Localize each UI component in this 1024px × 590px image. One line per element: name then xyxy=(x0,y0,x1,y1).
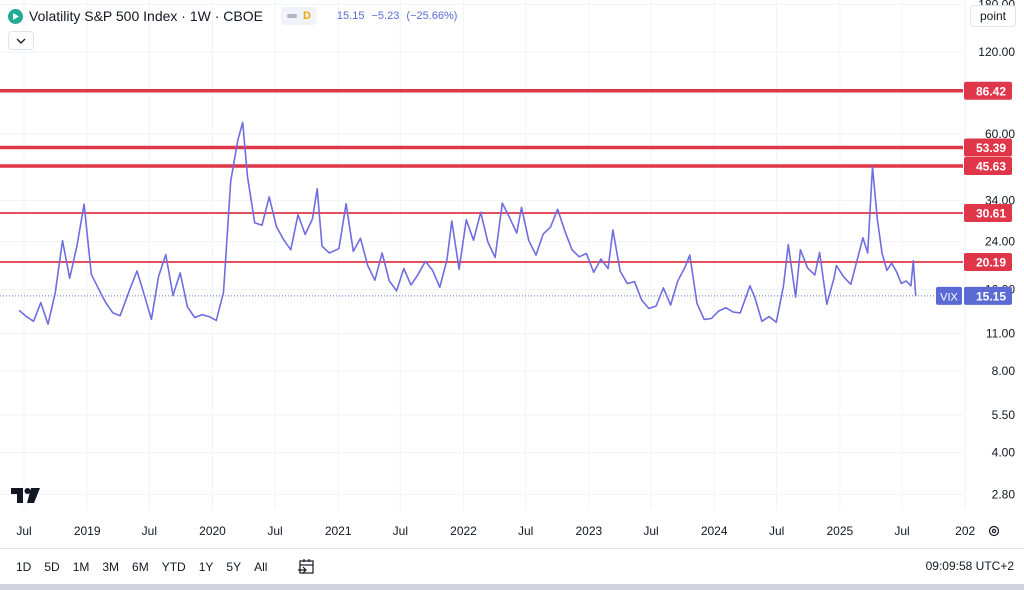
chevron-down-icon xyxy=(16,38,26,44)
last-price-tag xyxy=(964,286,1012,305)
last-price: 15.15 xyxy=(336,10,365,22)
x-tick-label: Jul xyxy=(518,524,533,538)
level-price-tag xyxy=(964,138,1012,157)
range-button-1m[interactable]: 1M xyxy=(72,559,90,574)
tradingview-logo-icon[interactable] xyxy=(11,488,41,508)
exchange-logo-icon xyxy=(8,8,23,24)
range-button-all[interactable]: All xyxy=(254,559,268,574)
x-tick-label: Jul xyxy=(643,524,658,538)
y-tick-label: 24.00 xyxy=(985,235,1015,249)
scale-mode-button[interactable]: point xyxy=(970,5,1016,27)
range-button-5y[interactable]: 5Y xyxy=(226,559,242,574)
symbol-legend: Volatility S&P 500 Index · 1W · CBOE D 1… xyxy=(8,5,461,27)
x-tick-label: 2020 xyxy=(199,524,226,538)
range-button-5d[interactable]: 5D xyxy=(44,559,60,574)
level-price-tag xyxy=(964,156,1012,175)
price-quote: 15.15 −5.23 (−25.66%) xyxy=(337,10,462,22)
x-tick-label: Jul xyxy=(267,524,282,538)
utc-clock[interactable]: 09:09:58 UTC+2 xyxy=(925,559,1014,573)
y-tick-label: 2.80 xyxy=(992,488,1016,502)
x-tick-label: Jul xyxy=(769,524,784,538)
x-tick-label: 2023 xyxy=(575,524,602,538)
range-selector: 1D 5D 1M 3M 6M YTD 1Y 5Y All xyxy=(0,560,267,574)
symbol-tag-label: VIX xyxy=(940,291,958,303)
level-price-label: 45.63 xyxy=(976,159,1006,173)
delayed-badge: D xyxy=(302,10,311,22)
level-price-label: 30.61 xyxy=(976,207,1006,221)
range-button-1d[interactable]: 1D xyxy=(16,559,32,574)
level-price-tag xyxy=(964,204,1012,223)
x-tick-label: 202 xyxy=(955,524,975,538)
range-button-ytd[interactable]: YTD xyxy=(161,559,186,574)
y-tick-label: 5.50 xyxy=(992,408,1016,422)
x-tick-label: Jul xyxy=(142,524,157,538)
settings-gear-icon[interactable] xyxy=(987,524,1001,543)
y-tick-label: 4.00 xyxy=(992,446,1016,460)
range-button-3m[interactable]: 3M xyxy=(102,559,120,574)
last-price-label: 15.15 xyxy=(976,289,1006,303)
bottom-divider xyxy=(0,584,1024,590)
x-tick-label: 2025 xyxy=(826,524,853,538)
level-price-tag xyxy=(964,81,1012,100)
price-change: −5.23 xyxy=(371,10,400,22)
symbol-title[interactable]: Volatility S&P 500 Index · 1W · CBOE xyxy=(29,8,263,24)
x-tick-label: 2019 xyxy=(74,524,101,538)
symbol-tag xyxy=(936,286,962,305)
y-tick-label: 120.00 xyxy=(978,45,1015,59)
y-tick-label: 11.00 xyxy=(986,327,1015,341)
go-to-date-icon[interactable] xyxy=(297,557,317,577)
x-tick-label: Jul xyxy=(393,524,408,538)
status-pill[interactable]: D xyxy=(280,7,317,25)
x-tick-label: 2021 xyxy=(325,524,352,538)
level-price-label: 86.42 xyxy=(976,84,1006,98)
level-price-label: 20.19 xyxy=(976,256,1006,270)
x-tick-label: Jul xyxy=(16,524,31,538)
level-price-tag xyxy=(964,253,1012,272)
market-status-icon xyxy=(286,14,297,18)
bottom-toolbar: 1D 5D 1M 3M 6M YTD 1Y 5Y All 09:09:58 UTC+2 xyxy=(0,548,1024,584)
price-change-pct: (−25.66%) xyxy=(406,10,458,22)
y-tick-label: 8.00 xyxy=(992,364,1016,378)
x-tick-label: Jul xyxy=(894,524,909,538)
vix-series-line[interactable] xyxy=(18,121,917,326)
range-button-1y[interactable]: 1Y xyxy=(198,559,214,574)
collapse-legend-button[interactable] xyxy=(8,31,34,50)
level-price-label: 53.39 xyxy=(976,141,1006,155)
x-tick-label: 2024 xyxy=(701,524,728,538)
x-tick-label: 2022 xyxy=(450,524,477,538)
price-chart[interactable]: 2.804.005.508.0011.0016.0024.0034.0060.0… xyxy=(0,0,1024,548)
range-button-6m[interactable]: 6M xyxy=(132,559,149,574)
y-tick-label: 60.00 xyxy=(985,127,1015,141)
